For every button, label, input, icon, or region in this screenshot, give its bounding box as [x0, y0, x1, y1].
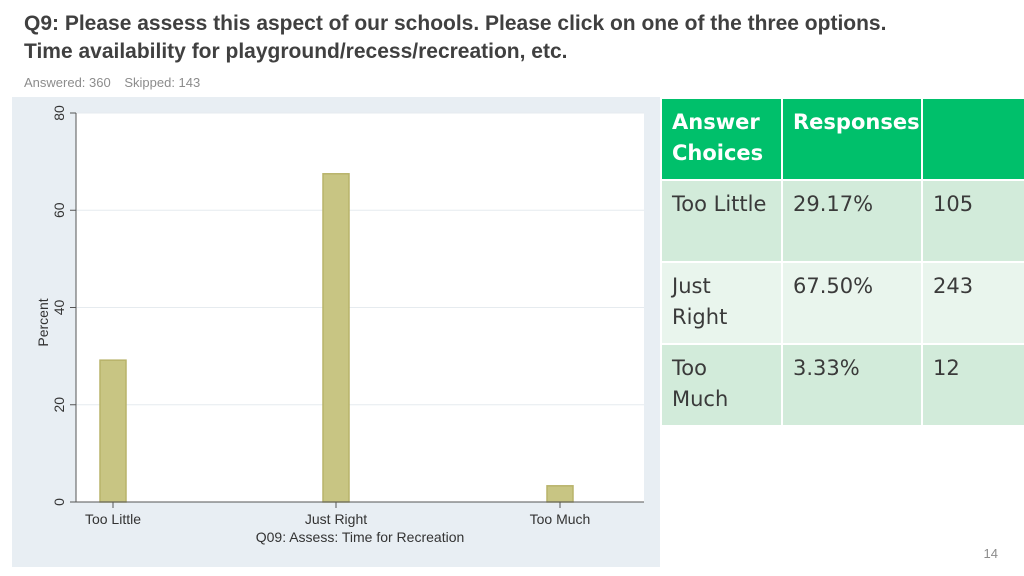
percent-cell: 3.33%	[781, 343, 923, 427]
y-tick-label: 60	[51, 202, 67, 218]
table-row: Too Little 29.17% 105	[660, 179, 1024, 263]
header-count	[921, 97, 1024, 181]
percent-cell: 67.50%	[781, 261, 923, 345]
table-row: Just Right 67.50% 243	[660, 261, 1024, 345]
header-responses: Responses	[781, 97, 923, 181]
percent-cell: 29.17%	[781, 179, 923, 263]
count-cell: 12	[921, 343, 1024, 427]
question-title: Q9: Please assess this aspect of our sch…	[24, 10, 1004, 66]
bar	[322, 173, 350, 503]
x-tick-label: Just Right	[305, 511, 367, 527]
bar	[99, 359, 127, 503]
y-axis-label: Percent	[35, 298, 51, 346]
choice-cell: Too Little	[660, 179, 783, 263]
y-tick-label: 0	[51, 498, 67, 506]
question-title-line-2: Time availability for playground/recess/…	[24, 40, 568, 63]
x-tick-label: Too Little	[85, 511, 141, 527]
chart-panel: 0 20 40 60 80 Percent Too Little Just Right Too …	[12, 97, 660, 567]
table-header-row: Answer Choices Responses	[660, 97, 1024, 181]
answered-count: Answered: 360	[24, 75, 111, 90]
bar-chart: 0 20 40 60 80 Percent Too Little Just Right Too …	[35, 105, 644, 545]
response-stats: Answered: 360 Skipped: 143	[24, 75, 200, 90]
bar	[546, 485, 574, 503]
page-number: 14	[983, 546, 998, 561]
y-tick-label: 40	[51, 300, 67, 316]
count-cell: 243	[921, 261, 1024, 345]
responses-table: Answer Choices Responses Too Little 29.1…	[660, 97, 1024, 427]
x-tick-label: Too Much	[530, 511, 591, 527]
y-tick-label: 20	[51, 397, 67, 413]
choice-cell: Too Much	[660, 343, 783, 427]
choice-cell: Just Right	[660, 261, 783, 345]
skipped-count: Skipped: 143	[124, 75, 201, 90]
question-title-line-1: Q9: Please assess this aspect of our sch…	[24, 12, 887, 35]
y-tick-label: 80	[51, 105, 67, 121]
header-answer-choices: Answer Choices	[660, 97, 783, 181]
table-row: Too Much 3.33% 12	[660, 343, 1024, 427]
x-axis-label: Q09: Assess: Time for Recreation	[256, 529, 465, 545]
count-cell: 105	[921, 179, 1024, 263]
